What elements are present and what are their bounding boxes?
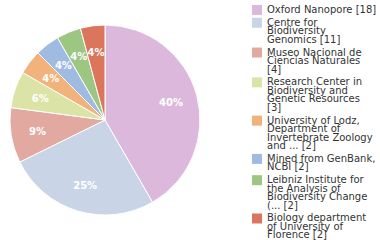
legend-swatch <box>252 48 262 58</box>
legend: Oxford Nanopore [18] Centre forBiodiversi… <box>252 4 376 240</box>
data-label: 40% <box>159 97 183 108</box>
legend-swatch <box>252 77 262 87</box>
legend-label-line: and ... [2] <box>267 140 316 151</box>
data-label: 4% <box>55 60 72 71</box>
legend-swatch <box>252 5 262 15</box>
legend-label: Research Center inBiodiversity andGeneti… <box>267 76 362 113</box>
data-label: 4% <box>88 47 105 58</box>
pie: 40%25%9%6%4%4%4%4% <box>10 25 200 215</box>
legend-label: Mined from GenBank,NCBI [2] <box>267 153 375 173</box>
chart: 40%25%9%6%4%4%4%4%Oxford Nanopore [18]Ce… <box>0 0 380 240</box>
legend-swatch <box>252 116 262 126</box>
legend-swatch <box>252 18 262 28</box>
legend-label: Biology departmentof University ofFloren… <box>267 212 366 240</box>
legend-label: Museo Nacional deCiencias Naturales[4] <box>267 47 362 75</box>
legend-label: Oxford Nanopore [18] <box>267 4 376 15</box>
data-label: 25% <box>73 180 97 191</box>
legend-label: University of Lodz,Department ofInverteb… <box>267 115 373 152</box>
legend-label-line: Florence [2] <box>267 229 327 240</box>
legend-label: Leibniz Institute forthe Analysis ofBiod… <box>267 174 367 211</box>
pie-slice <box>80 25 105 120</box>
legend-swatch <box>252 154 262 164</box>
data-label: 6% <box>32 93 49 104</box>
legend-label-line: (... [2] <box>267 200 298 211</box>
legend-label: Centre forBiodiversityGenomics [11] <box>267 17 340 45</box>
legend-label-line: [4] <box>267 64 281 75</box>
legend-swatch <box>252 175 262 185</box>
legend-label-line: Oxford Nanopore [18] <box>267 4 376 15</box>
data-label: 4% <box>42 73 59 84</box>
legend-label-line: NCBI [2] <box>267 161 309 172</box>
data-label: 9% <box>29 126 46 137</box>
data-label: 4% <box>70 51 87 62</box>
legend-swatch <box>252 213 262 223</box>
legend-label-line: Genomics [11] <box>267 34 340 45</box>
legend-label-line: [3] <box>267 102 281 113</box>
pie-slice <box>20 120 153 215</box>
